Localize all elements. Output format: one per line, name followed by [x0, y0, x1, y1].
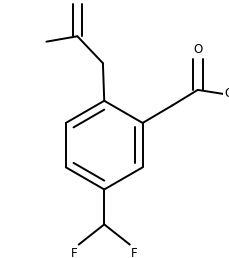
Text: F: F	[131, 247, 137, 258]
Text: OH: OH	[224, 87, 229, 100]
Text: O: O	[192, 43, 202, 56]
Text: O: O	[72, 0, 82, 1]
Text: F: F	[71, 247, 77, 258]
